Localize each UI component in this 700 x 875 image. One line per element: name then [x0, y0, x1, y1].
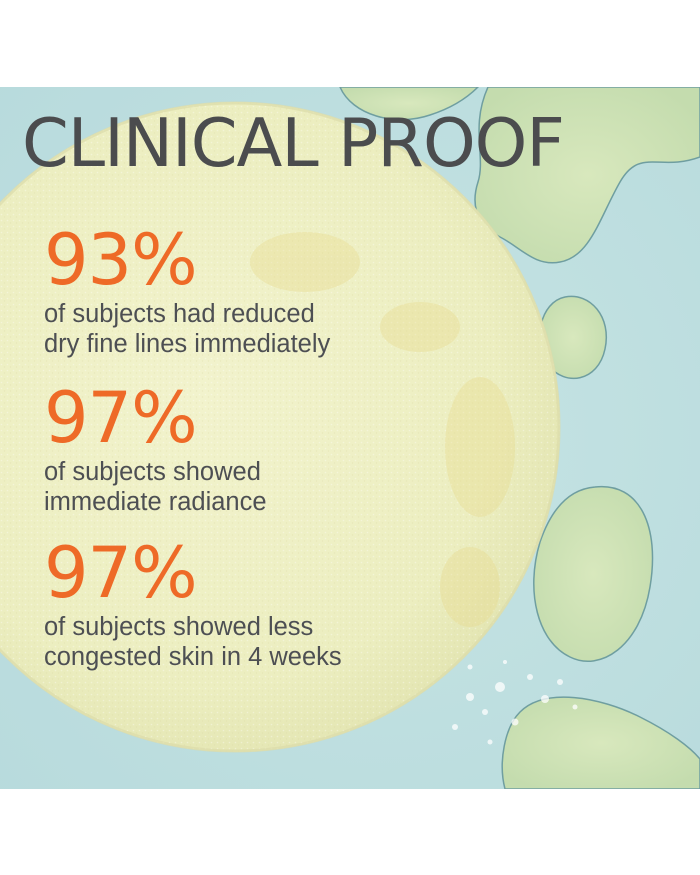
- oil-droplet-top: [339, 87, 480, 121]
- oil-droplet-oval: [533, 485, 654, 662]
- stat-3-description-line-2: congested skin in 4 weeks: [44, 643, 342, 671]
- stat-2-description-line-1: of subjects showed: [44, 458, 261, 486]
- stat-block-1: 93% of subjects had reduced dry fine lin…: [44, 225, 330, 359]
- pad-stains: [250, 232, 515, 627]
- oil-droplet-upper-right: [474, 87, 700, 264]
- water-bubbles: [452, 660, 578, 745]
- stat-3-description-line-1: of subjects showed less: [44, 613, 314, 641]
- stat-value-3: 97%: [44, 532, 198, 614]
- stat-value-2: 97%: [44, 377, 198, 459]
- oil-droplet-bottom-right: [501, 696, 700, 789]
- product-photo-background: [0, 87, 700, 789]
- stat-1-description-line-1: of subjects had reduced: [44, 300, 315, 328]
- cotton-pad-edge: [0, 101, 561, 753]
- toner-pad-illustration: [0, 87, 700, 789]
- stat-2-description-line-2: immediate radiance: [44, 488, 267, 516]
- stat-1-description-line-2: dry fine lines immediately: [44, 330, 331, 358]
- stat-block-3: 97% of subjects showed less congested sk…: [44, 538, 342, 672]
- stat-value-1: 93%: [44, 219, 198, 301]
- headline: CLINICAL PROOF: [22, 104, 565, 182]
- cotton-pad-texture: [0, 102, 560, 752]
- stat-block-2: 97% of subjects showed immediate radianc…: [44, 383, 267, 517]
